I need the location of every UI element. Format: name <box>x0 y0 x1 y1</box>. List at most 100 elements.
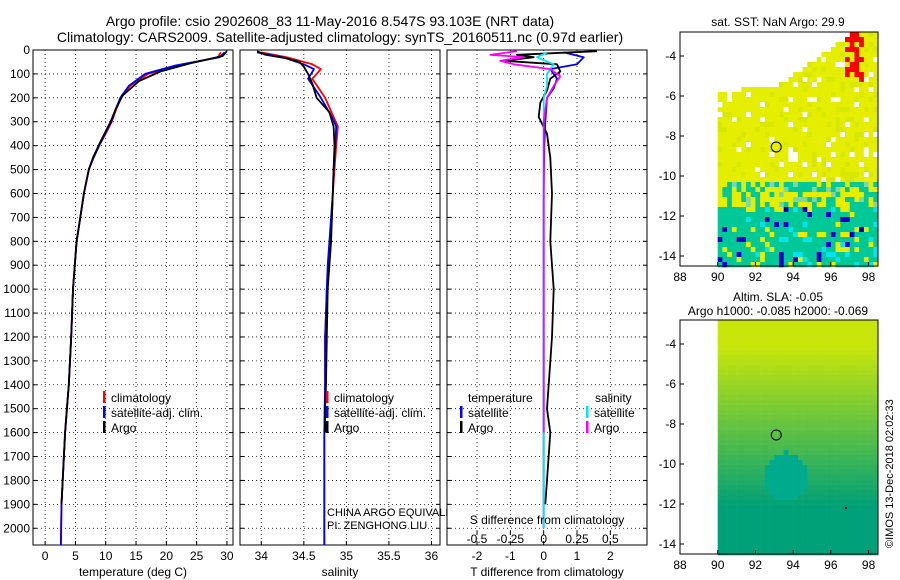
map-cell <box>863 112 869 118</box>
map-cell <box>755 540 761 546</box>
map-cell <box>779 242 784 248</box>
map-cell <box>797 237 803 243</box>
map-cell <box>830 132 836 138</box>
map-cell <box>802 102 808 108</box>
map-cell <box>863 490 869 496</box>
map-cell <box>783 102 789 108</box>
map-cell <box>783 510 789 516</box>
map-cell <box>830 320 836 326</box>
map-cell <box>812 455 817 461</box>
map-cell <box>783 355 789 361</box>
map-cell <box>873 62 879 68</box>
x-tick-label: -1 <box>505 549 516 563</box>
map-cell <box>755 475 761 481</box>
map-cell <box>731 450 737 456</box>
map-cell <box>717 222 723 228</box>
map-cell <box>807 167 813 173</box>
map-cell <box>755 152 761 158</box>
map-cell <box>774 465 780 471</box>
map-cell <box>802 172 808 178</box>
map-cell <box>779 370 784 376</box>
map-cell <box>722 262 728 268</box>
map-cell <box>746 425 751 431</box>
map-cell <box>722 227 728 233</box>
map-cell <box>736 520 742 526</box>
map-cell <box>727 207 733 213</box>
map-cell <box>793 535 799 541</box>
map-cell <box>821 460 827 466</box>
map-cell <box>840 400 846 406</box>
map-cell <box>863 152 869 158</box>
map-cell <box>741 87 747 93</box>
map-cell <box>797 335 803 341</box>
salinity-xlabel: salinity <box>322 565 359 579</box>
map-cell <box>764 490 770 496</box>
map-cell <box>722 450 728 456</box>
map-cell <box>793 167 799 173</box>
map-cell <box>840 122 846 128</box>
map-cell <box>826 197 832 203</box>
map-cell <box>873 202 879 208</box>
map-cell <box>816 490 822 496</box>
map-cell <box>816 142 822 148</box>
map-cell <box>826 87 832 93</box>
map-cell <box>755 212 761 218</box>
map-cell <box>816 505 822 511</box>
map-cell <box>750 460 756 466</box>
map-cell <box>793 77 799 83</box>
map-cell <box>873 167 879 173</box>
map-cell <box>741 257 747 263</box>
map-cell <box>760 330 766 336</box>
map-cell <box>826 510 832 516</box>
map-cell <box>849 167 855 173</box>
map-cell <box>826 435 832 441</box>
map-cell <box>736 545 742 551</box>
map-cell <box>868 400 874 406</box>
map-cell <box>774 187 780 193</box>
map-cell <box>802 325 808 331</box>
map-cell <box>746 132 751 138</box>
map-cell <box>717 330 723 336</box>
map-cell <box>797 92 803 98</box>
map-cell <box>816 540 822 546</box>
map-cell <box>764 415 770 421</box>
map-cell <box>755 460 761 466</box>
map-cell <box>764 147 770 153</box>
map-cell <box>859 62 865 68</box>
map-cell <box>741 380 747 386</box>
map-cell <box>731 227 737 233</box>
map-cell <box>741 132 747 138</box>
map-cell <box>769 252 775 258</box>
map-cell <box>746 545 751 551</box>
map-cell <box>717 167 723 173</box>
map-cell <box>722 217 728 223</box>
map-cell <box>731 197 737 203</box>
map-cell <box>760 545 766 551</box>
map-cell <box>741 445 747 451</box>
map-cell <box>797 365 803 371</box>
map-cell <box>873 455 879 461</box>
map-cell <box>779 425 784 431</box>
map-cell <box>769 152 775 158</box>
map-cell <box>760 525 766 531</box>
map-cell <box>769 490 775 496</box>
map-cell <box>736 330 742 336</box>
map-cell <box>821 117 827 123</box>
map-cell <box>849 330 855 336</box>
map-cell <box>797 320 803 326</box>
map-cell <box>812 545 817 551</box>
map-cell <box>788 257 794 263</box>
map-cell <box>797 520 803 526</box>
map-cell <box>783 505 789 511</box>
map-cell <box>845 510 850 516</box>
map-cell <box>812 212 817 218</box>
map-cell <box>746 455 751 461</box>
map-cell <box>859 485 865 491</box>
map-cell <box>769 192 775 198</box>
map-cell <box>840 92 846 98</box>
map-cell <box>764 450 770 456</box>
map-cell <box>863 122 869 128</box>
map-cell <box>793 320 799 326</box>
map-cell <box>774 192 780 198</box>
sla-lon-ticks: 88 90 92 94 96 98 <box>673 550 876 572</box>
